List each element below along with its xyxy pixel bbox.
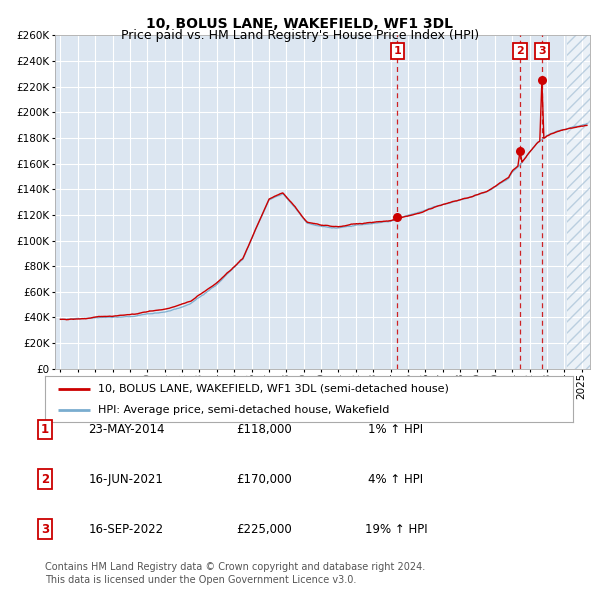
Text: 23-MAY-2014: 23-MAY-2014 (88, 423, 164, 436)
Text: 2: 2 (516, 46, 524, 56)
Text: 1: 1 (394, 46, 401, 56)
Text: £118,000: £118,000 (236, 423, 292, 436)
Text: 10, BOLUS LANE, WAKEFIELD, WF1 3DL (semi-detached house): 10, BOLUS LANE, WAKEFIELD, WF1 3DL (semi… (98, 384, 449, 394)
Text: £225,000: £225,000 (236, 523, 292, 536)
Text: £170,000: £170,000 (236, 473, 292, 486)
Text: 16-SEP-2022: 16-SEP-2022 (88, 523, 164, 536)
Text: 2: 2 (41, 473, 49, 486)
Text: 10, BOLUS LANE, WAKEFIELD, WF1 3DL: 10, BOLUS LANE, WAKEFIELD, WF1 3DL (146, 17, 454, 31)
Text: 4% ↑ HPI: 4% ↑ HPI (368, 473, 424, 486)
Text: 1% ↑ HPI: 1% ↑ HPI (368, 423, 424, 436)
Bar (567, 35, 600, 369)
Text: 3: 3 (41, 523, 49, 536)
Text: HPI: Average price, semi-detached house, Wakefield: HPI: Average price, semi-detached house,… (98, 405, 389, 415)
Text: 3: 3 (538, 46, 546, 56)
Text: Price paid vs. HM Land Registry's House Price Index (HPI): Price paid vs. HM Land Registry's House … (121, 29, 479, 42)
Bar (567, 35, 600, 369)
Text: 1: 1 (41, 423, 49, 436)
Text: 16-JUN-2021: 16-JUN-2021 (89, 473, 163, 486)
Text: 19% ↑ HPI: 19% ↑ HPI (365, 523, 427, 536)
Text: Contains HM Land Registry data © Crown copyright and database right 2024.
This d: Contains HM Land Registry data © Crown c… (45, 562, 425, 585)
